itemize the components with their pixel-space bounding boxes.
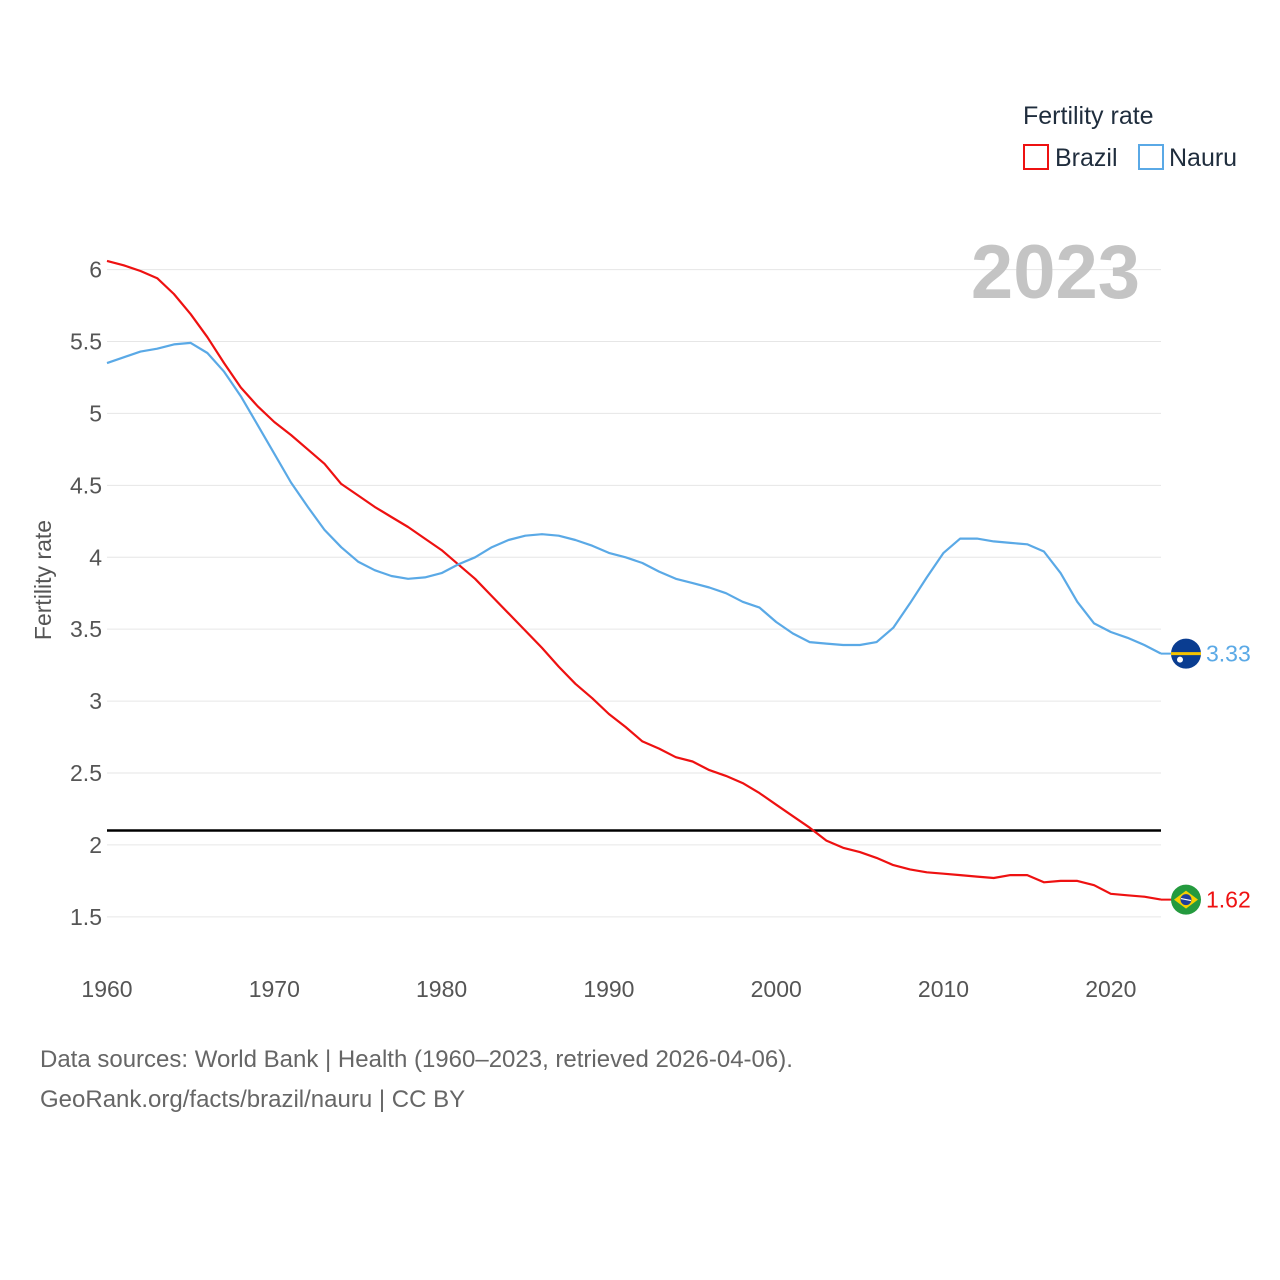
y-tick-label: 5 (89, 400, 102, 426)
series-line-brazil (106, 259, 1162, 901)
y-tick-label: 4 (89, 544, 102, 570)
y-tick-label: 5.5 (70, 328, 102, 354)
nauru-flag-icon (1171, 638, 1201, 669)
series-line-nauru (106, 341, 1162, 655)
x-tick-label: 1980 (416, 976, 467, 1002)
x-tick-label: 2020 (1085, 976, 1136, 1002)
y-tick-label: 2 (89, 832, 102, 858)
legend-title: Fertility rate (1023, 102, 1154, 130)
y-tick-label: 1.5 (70, 904, 102, 930)
legend-item-brazil[interactable]: Brazil (1023, 144, 1118, 172)
x-tick-label: 1970 (249, 976, 300, 1002)
series-layer: 1.62 3.33 (106, 259, 1251, 915)
x-tick-label: 2010 (918, 976, 969, 1002)
grid-lines (107, 269, 1161, 918)
flag-band (1180, 897, 1192, 902)
legend-label-brazil: Brazil (1055, 144, 1118, 172)
credit-text: GeoRank.org/facts/brazil/nauru | CC BY (40, 1086, 466, 1113)
legend-label-nauru: Nauru (1169, 144, 1237, 172)
y-tick-label: 6 (89, 257, 102, 283)
y-tick-label: 2.5 (70, 760, 102, 786)
brazil-flag-icon (1171, 884, 1201, 915)
y-tick-label: 3.5 (70, 616, 102, 642)
flag-stripe (1171, 652, 1201, 656)
end-value-label-nauru: 3.33 (1206, 641, 1251, 667)
flag-star (1177, 656, 1183, 663)
y-axis-ticks: 1.5 2 2.5 3 3.5 4 4.5 5 5.5 6 (70, 257, 102, 930)
year-watermark: 2023 (971, 230, 1140, 315)
y-tick-label: 4.5 (70, 472, 102, 498)
legend-swatch-brazil (1023, 144, 1049, 170)
footer: Data sources: World Bank | Health (1960–… (40, 1040, 793, 1120)
x-tick-label: 1960 (81, 976, 132, 1002)
legend-swatch-nauru (1138, 144, 1164, 170)
y-axis-label: Fertility rate (30, 520, 56, 640)
y-tick-label: 3 (89, 688, 102, 714)
data-sources-text: Data sources: World Bank | Health (1960–… (40, 1046, 793, 1073)
x-tick-label: 2000 (751, 976, 802, 1002)
x-tick-label: 1990 (583, 976, 634, 1002)
legend: Fertility rate Brazil Nauru (1023, 102, 1237, 172)
x-axis-ticks: 1960 1970 1980 1990 2000 2010 2020 (81, 976, 1136, 1002)
end-value-label-brazil: 1.62 (1206, 887, 1251, 913)
legend-item-nauru[interactable]: Nauru (1138, 144, 1237, 172)
